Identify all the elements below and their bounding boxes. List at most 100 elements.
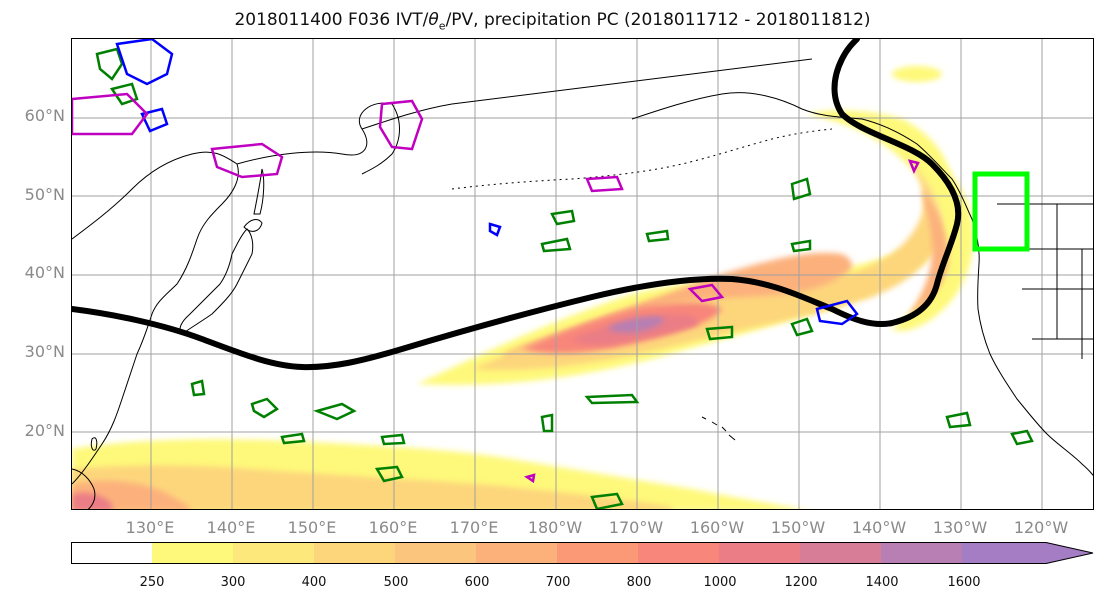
ivt-tropical-band-500 xyxy=(72,465,672,509)
precip-region-box xyxy=(972,171,1030,252)
lon-label-170e: 170°E xyxy=(449,518,499,537)
pv-green-5 xyxy=(705,325,734,341)
pv-green-20 xyxy=(645,229,670,243)
ivt-tropical-band-1000 xyxy=(72,492,112,509)
colorbar xyxy=(71,542,1094,564)
cbar-tick-600: 600 xyxy=(464,575,490,590)
ivt-patch-north xyxy=(892,66,942,82)
colorbar-cells xyxy=(71,542,1093,564)
lon-label-140w: 140°W xyxy=(851,518,907,537)
cbar-tick-700: 700 xyxy=(545,575,571,590)
lon-label-170w: 170°W xyxy=(608,518,664,537)
colorbar-cell xyxy=(962,542,1093,564)
ivt-band-500 xyxy=(472,144,942,371)
lon-label-180w: 180°W xyxy=(527,518,583,537)
pv-green-6 xyxy=(790,317,814,337)
cbar-tick-1400: 1400 xyxy=(865,575,899,590)
lon-label-150w: 150°W xyxy=(770,518,826,537)
ivt-shading xyxy=(72,66,974,509)
pv-green-9 xyxy=(250,397,280,419)
pv-green-10 xyxy=(313,402,357,421)
pv-green-contours xyxy=(95,47,1034,509)
cbar-tick-1000: 1000 xyxy=(703,575,737,590)
pv-green-1 xyxy=(95,47,124,81)
na-coast xyxy=(971,218,1093,477)
pv-magenta-2 xyxy=(210,142,284,179)
lat-label-30: 30°N xyxy=(24,342,65,361)
pv-magenta-contours xyxy=(72,92,920,484)
pv-green-2 xyxy=(109,82,139,106)
cbar-tick-400: 400 xyxy=(301,575,327,590)
pv-magenta-6 xyxy=(907,159,920,175)
map-svg xyxy=(72,39,1093,509)
hawaii xyxy=(701,416,736,441)
colorbar-cell xyxy=(719,542,800,564)
pv-green-17 xyxy=(190,379,206,397)
lat-label-60: 60°N xyxy=(24,106,65,125)
colorbar-cell xyxy=(881,542,962,564)
pv-blue-2 xyxy=(140,107,169,133)
pv-green-19 xyxy=(280,432,306,445)
cbar-tick-1600: 1600 xyxy=(947,575,981,590)
philippines xyxy=(72,468,96,509)
colorbar-cell xyxy=(557,542,638,564)
lon-label-130e: 130°E xyxy=(125,518,175,537)
colorbar-cell xyxy=(476,542,557,564)
theta-e-contour xyxy=(72,39,962,371)
pv-magenta-5 xyxy=(687,283,725,303)
siberia-coast xyxy=(361,58,813,130)
colorbar-outline xyxy=(71,542,1094,564)
colorbar-cell xyxy=(800,542,881,564)
title-theta-sub: e xyxy=(438,19,446,33)
pv-green-15 xyxy=(945,411,972,429)
pv-green-14 xyxy=(590,492,624,509)
cbar-tick-800: 800 xyxy=(626,575,652,590)
pv-magenta-1 xyxy=(72,92,149,136)
title-suffix: /PV, precipitation PC (2018011712 - 2018… xyxy=(445,10,871,30)
pv-green-13 xyxy=(374,465,404,483)
lon-label-140e: 140°E xyxy=(206,518,256,537)
lat-label-40: 40°N xyxy=(24,263,65,282)
cbar-tick-1200: 1200 xyxy=(784,575,818,590)
lon-label-150e: 150°E xyxy=(287,518,337,537)
colorbar-cell xyxy=(314,542,395,564)
pv-green-12 xyxy=(540,413,554,433)
sakhalin-coast xyxy=(253,168,265,215)
cbar-tick-250: 250 xyxy=(139,575,165,590)
pv-magenta-3 xyxy=(378,99,424,151)
colorbar-cell xyxy=(395,542,476,564)
ivt-band-600 xyxy=(502,252,852,357)
pv-green-7 xyxy=(790,177,812,201)
asia-coast xyxy=(72,151,239,485)
cbar-tick-500: 500 xyxy=(383,575,409,590)
colorbar-cell xyxy=(71,542,152,564)
lon-label-160e: 160°E xyxy=(368,518,418,537)
colorbar-cell xyxy=(152,542,233,564)
pv-magenta-7 xyxy=(524,473,536,484)
lon-label-160w: 160°W xyxy=(689,518,745,537)
colorbar-cell xyxy=(638,542,719,564)
pv-green-16 xyxy=(1010,429,1034,446)
hokkaido-coast xyxy=(243,219,263,232)
lat-label-20: 20°N xyxy=(24,421,65,440)
pv-green-8 xyxy=(790,239,812,253)
pv-blue-contours xyxy=(115,39,859,326)
ivt-band-250 xyxy=(417,110,952,385)
japan-coast xyxy=(179,228,254,335)
kamchatka-coast xyxy=(236,102,400,175)
cbar-tick-300: 300 xyxy=(220,575,246,590)
map-panel xyxy=(71,38,1094,510)
pv-blue-1 xyxy=(115,39,174,86)
aleutians xyxy=(451,128,833,190)
chart-title: 2018011400 F036 IVT/θe/PV, precipitation… xyxy=(0,10,1105,32)
pv-blue-3 xyxy=(815,299,859,326)
lat-label-50: 50°N xyxy=(24,185,65,204)
pv-green-18 xyxy=(380,433,406,446)
pv-green-11 xyxy=(584,393,640,405)
title-prefix: 2018011400 F036 IVT/ xyxy=(234,10,429,30)
lon-label-120w: 120°W xyxy=(1013,518,1069,537)
ivt-core-1400 xyxy=(607,316,664,333)
pv-green-3 xyxy=(550,209,576,226)
colorbar-cell xyxy=(233,542,314,564)
pv-green-4 xyxy=(540,237,572,253)
